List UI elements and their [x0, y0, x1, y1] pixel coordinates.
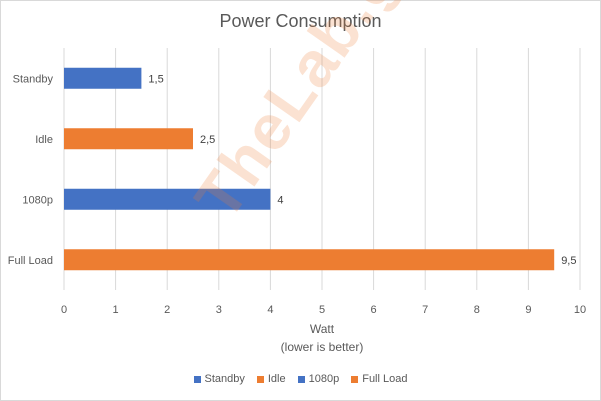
x-tick-label: 3: [216, 304, 222, 316]
x-tick-label: 4: [267, 304, 273, 316]
legend-swatch: [193, 375, 201, 383]
x-axis-title: Watt: [310, 322, 335, 336]
legend-item: 1080p: [297, 373, 340, 385]
bar-full-load: [64, 249, 555, 271]
bar-1080p: [64, 188, 271, 210]
legend-label: Standby: [204, 373, 245, 385]
x-tick-label: 8: [474, 304, 480, 316]
chart-title: Power Consumption: [219, 11, 382, 31]
category-label: Idle: [35, 134, 53, 146]
x-tick-label: 0: [61, 304, 67, 316]
category-label: 1080p: [22, 194, 53, 206]
data-label: 9,5: [561, 255, 576, 267]
data-label: 1,5: [148, 73, 163, 85]
x-tick-label: 7: [422, 304, 428, 316]
x-tick-label: 9: [525, 304, 531, 316]
x-tick-label: 6: [371, 304, 377, 316]
x-tick-label: 1: [113, 304, 119, 316]
legend-swatch: [297, 375, 305, 383]
legend-swatch: [351, 375, 359, 383]
data-label: 2,5: [200, 134, 215, 146]
legend-swatch: [256, 375, 264, 383]
chart-legend: Standby Idle 1080p Full Load: [0, 373, 601, 385]
category-label: Full Load: [8, 255, 53, 267]
legend-item: Standby: [193, 373, 245, 385]
bar-idle: [64, 128, 193, 150]
x-tick-label: 10: [574, 304, 586, 316]
legend-item: Full Load: [351, 373, 407, 385]
legend-item: Idle: [256, 373, 286, 385]
legend-label: Idle: [267, 373, 286, 385]
bar-standby: [64, 67, 142, 89]
x-tick-label: 2: [164, 304, 170, 316]
data-label: 4: [277, 194, 283, 206]
category-label: Standby: [13, 73, 54, 85]
legend-label: 1080p: [308, 373, 340, 385]
x-axis-note: (lower is better): [281, 340, 364, 354]
legend-label: Full Load: [362, 373, 408, 385]
x-tick-label: 5: [319, 304, 325, 316]
